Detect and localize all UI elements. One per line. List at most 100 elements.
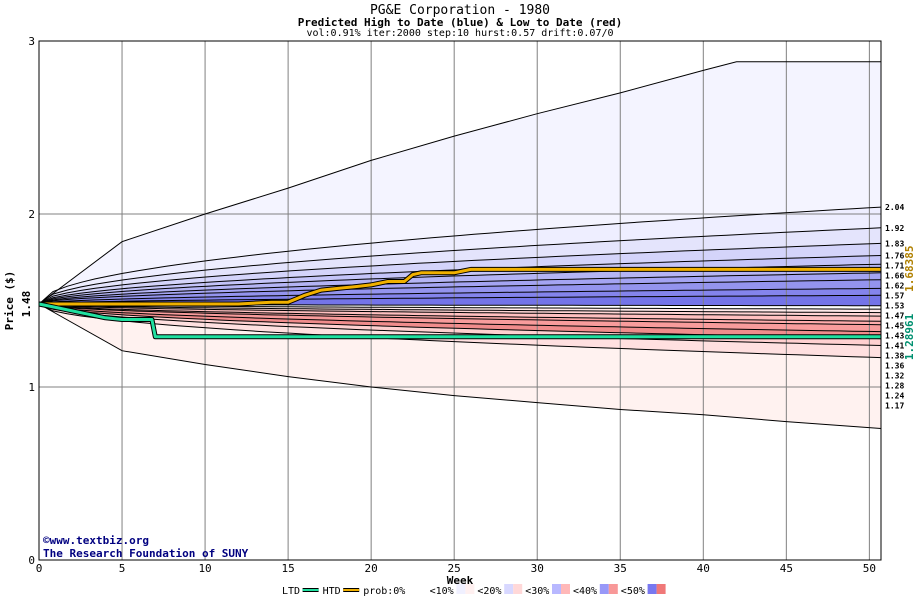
band-end-label: 2.04 bbox=[885, 203, 904, 212]
fill-band-high bbox=[39, 279, 881, 304]
fill-band-high bbox=[39, 288, 881, 304]
y-tick-label: 3 bbox=[28, 35, 35, 48]
envelope-upper-line bbox=[38, 61, 881, 305]
band-end-label: 1.41 bbox=[885, 342, 904, 351]
legend-swatch-low bbox=[656, 584, 666, 594]
chart-title: PG&E Corporation - 1980 bbox=[369, 3, 550, 18]
band-end-label: 1.45 bbox=[885, 322, 904, 331]
legend-swatch-low bbox=[513, 584, 523, 594]
band-line bbox=[38, 206, 882, 305]
legend-label: <40% bbox=[573, 586, 597, 597]
band-line bbox=[38, 242, 882, 305]
band-end-label: 1.76 bbox=[885, 252, 904, 261]
band-end-label: 1.66 bbox=[885, 272, 904, 281]
band-end-label: 1.36 bbox=[885, 362, 904, 371]
x-tick-label: 10 bbox=[198, 562, 211, 575]
band-line bbox=[38, 294, 882, 305]
band-end-label: 1.62 bbox=[885, 282, 904, 291]
y-tick-label: 1 bbox=[28, 381, 35, 394]
legend-swatch-high bbox=[408, 584, 418, 594]
fill-band-low bbox=[39, 304, 881, 325]
band-line bbox=[38, 227, 882, 305]
fill-band-high bbox=[39, 207, 881, 304]
start-price-label: 1.48 bbox=[20, 291, 33, 318]
x-tick-label: 5 bbox=[119, 562, 126, 575]
chart-subtitle: Predicted High to Date (blue) & Low to D… bbox=[297, 16, 623, 29]
fill-band-low bbox=[39, 304, 881, 339]
legend-label: <20% bbox=[477, 586, 501, 597]
band-end-label: 1.71 bbox=[885, 262, 904, 271]
legend-swatch-high bbox=[599, 584, 609, 594]
x-tick-label: 15 bbox=[281, 562, 294, 575]
fill-band-high bbox=[39, 243, 881, 304]
x-axis-label: Week bbox=[447, 574, 474, 587]
series-line-htd bbox=[39, 267, 881, 306]
credit-website: ©www.textbiz.org bbox=[43, 534, 149, 547]
fill-band-low bbox=[39, 304, 881, 358]
band-end-label: 1.28 bbox=[885, 382, 904, 391]
legend-swatch-low bbox=[608, 584, 618, 594]
legend-label: <10% bbox=[430, 586, 454, 597]
x-tick-label: 40 bbox=[697, 562, 710, 575]
legend-label: <30% bbox=[525, 586, 549, 597]
band-line bbox=[38, 303, 882, 317]
band-end-label: 1.43 bbox=[885, 332, 904, 341]
credit-organization: The Research Foundation of SUNY bbox=[43, 547, 249, 560]
x-tick-label: 50 bbox=[863, 562, 876, 575]
band-line bbox=[38, 303, 882, 314]
legend-swatch-high bbox=[456, 584, 466, 594]
legend-label: <50% bbox=[621, 586, 645, 597]
band-end-label: 1.83 bbox=[885, 239, 904, 248]
band-end-label: 1.53 bbox=[885, 302, 904, 311]
axes bbox=[38, 40, 882, 561]
legend-swatch-high bbox=[504, 584, 514, 594]
envelope-lower-line bbox=[38, 303, 882, 429]
x-tick-label: 25 bbox=[448, 562, 461, 575]
plot-frame bbox=[38, 40, 882, 561]
band-end-label: 1.92 bbox=[885, 224, 904, 233]
fill-band-high bbox=[39, 227, 881, 304]
band-line bbox=[38, 303, 882, 333]
band-line bbox=[38, 303, 882, 359]
fill-band-low bbox=[39, 304, 881, 313]
band-line bbox=[38, 272, 882, 305]
y-tick-label: 0 bbox=[28, 554, 35, 567]
x-tick-label: 45 bbox=[780, 562, 793, 575]
band-end-label: 1.47 bbox=[885, 312, 904, 321]
fill-band-low bbox=[39, 304, 881, 332]
series-line-ltd bbox=[38, 302, 881, 339]
fill-band-high bbox=[39, 272, 881, 304]
series-lines bbox=[38, 266, 881, 340]
ltd-value-label: 1.28961 bbox=[903, 313, 916, 360]
band-line bbox=[38, 287, 882, 305]
band-line bbox=[38, 303, 882, 326]
y-tick-label: 2 bbox=[28, 208, 35, 221]
legend-swatch-high bbox=[647, 584, 657, 594]
band-end-label: 1.57 bbox=[885, 292, 904, 301]
fill-band-low bbox=[39, 304, 881, 317]
x-tick-label: 35 bbox=[614, 562, 627, 575]
labels: 0 5 10 15 20 25 30 35 40 45 50 0 1 2 3 Week Price ($) 1.4… bbox=[3, 35, 916, 597]
band-fills bbox=[39, 61, 881, 429]
legend-swatch-high bbox=[552, 584, 561, 594]
htd-value-label: 1.68385 bbox=[903, 246, 916, 292]
x-tick-label: 20 bbox=[365, 562, 378, 575]
legend-label: LTD bbox=[282, 586, 300, 597]
fill-band-high bbox=[39, 264, 881, 304]
legend-swatch-low bbox=[417, 584, 427, 594]
band-end-label: 1.24 bbox=[885, 392, 904, 401]
band-end-label: 1.32 bbox=[885, 372, 904, 381]
x-tick-label: 0 bbox=[36, 562, 43, 575]
band-end-label: 1.38 bbox=[885, 352, 904, 361]
legend-label: HTD bbox=[323, 586, 341, 597]
legend-label: prob:0% bbox=[363, 586, 405, 597]
y-axis-label: Price ($) bbox=[3, 271, 16, 331]
band-line bbox=[38, 303, 882, 346]
band-end-label: 1.17 bbox=[885, 402, 904, 411]
band-line bbox=[38, 279, 882, 305]
fill-outer-high bbox=[39, 61, 881, 304]
legend bbox=[302, 584, 666, 594]
legend-swatch-low bbox=[465, 584, 475, 594]
band-line bbox=[38, 303, 882, 322]
